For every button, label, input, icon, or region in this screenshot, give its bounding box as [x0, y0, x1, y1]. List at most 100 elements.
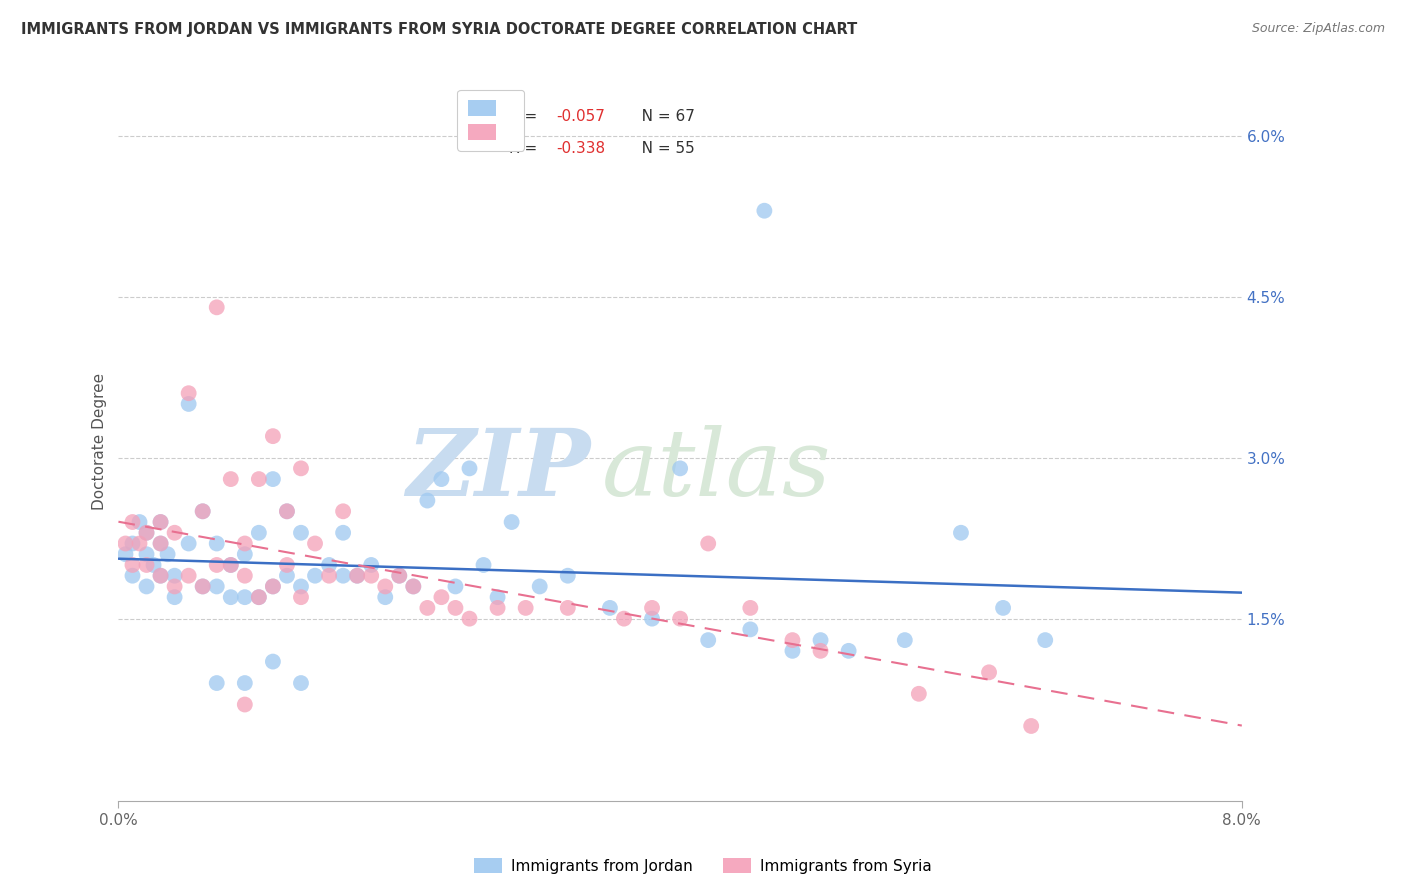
Text: atlas: atlas — [602, 425, 831, 516]
Point — [191, 504, 214, 518]
Point — [318, 558, 340, 572]
Point — [810, 633, 832, 648]
Point — [290, 579, 312, 593]
Point — [135, 579, 157, 593]
Text: -0.338: -0.338 — [557, 141, 606, 156]
Point — [977, 665, 1000, 680]
Point — [128, 536, 150, 550]
Y-axis label: Doctorate Degree: Doctorate Degree — [93, 373, 107, 510]
Point — [149, 568, 172, 582]
Point — [458, 612, 481, 626]
Point — [360, 568, 382, 582]
Text: Source: ZipAtlas.com: Source: ZipAtlas.com — [1251, 22, 1385, 36]
Point — [782, 633, 804, 648]
Legend:   ,   : , — [457, 89, 524, 151]
Point — [641, 612, 664, 626]
Point — [599, 601, 621, 615]
Point — [641, 601, 664, 615]
Point — [501, 515, 523, 529]
Text: R =: R = — [509, 141, 543, 156]
Point — [894, 633, 917, 648]
Point — [360, 558, 382, 572]
Point — [949, 525, 972, 540]
Point — [304, 536, 326, 550]
Point — [1033, 633, 1056, 648]
Point — [374, 590, 396, 604]
Point — [402, 579, 425, 593]
Point — [177, 568, 200, 582]
Point — [276, 558, 298, 572]
Point — [219, 558, 242, 572]
Point — [233, 590, 256, 604]
Point — [177, 386, 200, 401]
Point — [149, 515, 172, 529]
Point — [135, 525, 157, 540]
Point — [121, 568, 143, 582]
Text: IMMIGRANTS FROM JORDAN VS IMMIGRANTS FROM SYRIA DOCTORATE DEGREE CORRELATION CHA: IMMIGRANTS FROM JORDAN VS IMMIGRANTS FRO… — [21, 22, 858, 37]
Point — [430, 472, 453, 486]
Point — [486, 590, 509, 604]
Point — [233, 698, 256, 712]
Point — [908, 687, 931, 701]
Point — [669, 612, 692, 626]
Point — [740, 601, 762, 615]
Point — [121, 536, 143, 550]
Point — [114, 536, 136, 550]
Point — [388, 568, 411, 582]
Point — [754, 203, 776, 218]
Point — [262, 579, 284, 593]
Point — [332, 504, 354, 518]
Point — [247, 590, 270, 604]
Point — [472, 558, 495, 572]
Point — [121, 558, 143, 572]
Point — [332, 525, 354, 540]
Text: ZIP: ZIP — [406, 425, 591, 516]
Point — [416, 601, 439, 615]
Point — [191, 504, 214, 518]
Point — [114, 547, 136, 561]
Point — [318, 568, 340, 582]
Point — [219, 590, 242, 604]
Point — [557, 601, 579, 615]
Point — [290, 461, 312, 475]
Point — [135, 525, 157, 540]
Point — [276, 504, 298, 518]
Point — [276, 504, 298, 518]
Text: -0.057: -0.057 — [557, 109, 606, 124]
Point — [191, 579, 214, 593]
Point — [205, 558, 228, 572]
Point — [163, 579, 186, 593]
Point — [290, 525, 312, 540]
Point — [444, 579, 467, 593]
Point — [233, 547, 256, 561]
Point — [838, 644, 860, 658]
Point — [486, 601, 509, 615]
Point — [121, 515, 143, 529]
Point — [810, 644, 832, 658]
Point — [247, 472, 270, 486]
Point — [290, 590, 312, 604]
Text: R =: R = — [509, 109, 543, 124]
Point — [247, 525, 270, 540]
Point — [697, 633, 720, 648]
Point — [444, 601, 467, 615]
Point — [346, 568, 368, 582]
Point — [149, 536, 172, 550]
Point — [346, 568, 368, 582]
Point — [515, 601, 537, 615]
Point — [135, 547, 157, 561]
Point — [304, 568, 326, 582]
Point — [149, 536, 172, 550]
Point — [205, 536, 228, 550]
Point — [149, 515, 172, 529]
Point — [1019, 719, 1042, 733]
Point — [233, 676, 256, 690]
Point — [782, 644, 804, 658]
Point — [262, 655, 284, 669]
Point — [697, 536, 720, 550]
Point — [163, 568, 186, 582]
Legend: Immigrants from Jordan, Immigrants from Syria: Immigrants from Jordan, Immigrants from … — [468, 852, 938, 880]
Point — [233, 536, 256, 550]
Point — [276, 568, 298, 582]
Point — [430, 590, 453, 604]
